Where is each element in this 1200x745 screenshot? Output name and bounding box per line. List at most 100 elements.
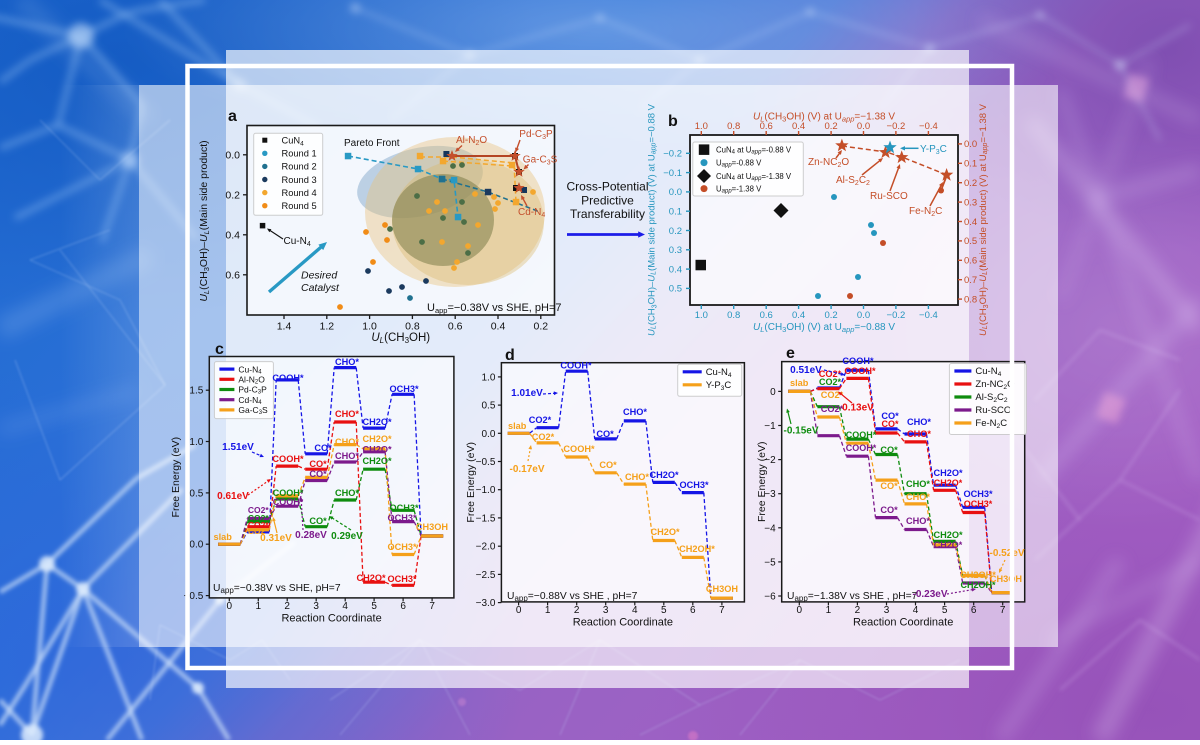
svg-text:Cu-N4: Cu-N4: [284, 236, 311, 248]
svg-text:CH2OH*: CH2OH*: [960, 580, 996, 590]
svg-text:Ga-C3S: Ga-C3S: [523, 155, 558, 167]
svg-text:0.2: 0.2: [824, 310, 837, 321]
svg-text:CHO*: CHO*: [335, 357, 359, 367]
svg-text:CO2*: CO2*: [532, 432, 555, 442]
svg-text:0: 0: [797, 605, 803, 616]
svg-text:OCH3*: OCH3*: [389, 384, 419, 394]
svg-text:Catalyst: Catalyst: [301, 282, 340, 294]
svg-text:CHO*: CHO*: [906, 516, 930, 526]
svg-text:−0.5: −0.5: [184, 591, 204, 602]
svg-text:0.5: 0.5: [481, 401, 495, 412]
svg-text:CO*: CO*: [881, 411, 899, 421]
svg-text:CH2O*: CH2O*: [362, 445, 392, 455]
svg-text:UL(CH3OH) (V) at Uapp=−0.88 V: UL(CH3OH) (V) at Uapp=−0.88 V: [753, 322, 895, 334]
svg-text:6: 6: [971, 605, 977, 616]
svg-text:3: 3: [313, 601, 319, 612]
svg-text:1.0: 1.0: [189, 437, 203, 448]
svg-text:CO*: CO*: [880, 481, 898, 491]
svg-text:0.29eV: 0.29eV: [331, 531, 363, 542]
svg-text:OCH3*: OCH3*: [387, 542, 417, 552]
svg-text:0.6: 0.6: [964, 256, 977, 267]
svg-text:1: 1: [545, 605, 551, 616]
svg-text:COOH*: COOH*: [272, 373, 304, 383]
svg-text:CH2O*: CH2O*: [934, 478, 963, 488]
svg-text:0.7: 0.7: [964, 275, 977, 286]
svg-text:4: 4: [342, 601, 348, 612]
svg-text:6: 6: [690, 605, 696, 616]
svg-text:CO2*: CO2*: [248, 520, 269, 530]
svg-text:d: d: [505, 347, 515, 364]
svg-text:Uapp=−0.38V vs SHE, pH=7: Uapp=−0.38V vs SHE, pH=7: [213, 583, 341, 595]
svg-text:0.2: 0.2: [964, 178, 977, 189]
svg-text:Al-S2C2: Al-S2C2: [836, 175, 870, 187]
svg-text:0.4: 0.4: [491, 321, 506, 333]
svg-text:CO2*: CO2*: [821, 390, 844, 400]
svg-text:Cu-N4: Cu-N4: [238, 364, 262, 375]
svg-text:0.0: 0.0: [857, 310, 870, 321]
svg-text:slab: slab: [790, 378, 809, 388]
svg-text:0.4: 0.4: [964, 217, 977, 228]
svg-text:CH2O*: CH2O*: [933, 530, 963, 540]
svg-text:CO2*: CO2*: [248, 513, 269, 523]
svg-text:CHO*: CHO*: [335, 437, 359, 447]
svg-text:0.5: 0.5: [964, 236, 977, 247]
svg-text:0.61eV: 0.61eV: [217, 491, 249, 502]
svg-text:6: 6: [400, 601, 406, 612]
svg-text:Reaction Coordinate: Reaction Coordinate: [853, 617, 953, 629]
svg-text:CHO*: CHO*: [625, 472, 649, 482]
svg-text:OCH3*: OCH3*: [679, 480, 709, 490]
svg-text:Cd-N4: Cd-N4: [518, 207, 545, 219]
svg-text:−2.5: −2.5: [476, 570, 496, 581]
svg-text:Transferability: Transferability: [570, 207, 645, 221]
svg-text:−0.4: −0.4: [919, 310, 938, 321]
svg-text:−0.2: −0.2: [887, 310, 906, 321]
svg-text:1.0: 1.0: [362, 321, 377, 333]
svg-text:Ru-SCO: Ru-SCO: [870, 191, 908, 202]
svg-text:0.28eV: 0.28eV: [295, 530, 327, 541]
svg-text:OCH3*: OCH3*: [389, 503, 419, 513]
svg-text:CO2*: CO2*: [248, 526, 269, 536]
svg-text:CO*: CO*: [309, 459, 327, 469]
svg-text:-0.15eV: -0.15eV: [783, 426, 818, 437]
svg-text:Zn-NC2O: Zn-NC2O: [808, 157, 849, 169]
svg-text:Round 5: Round 5: [282, 201, 317, 211]
svg-text:CO*: CO*: [881, 419, 899, 429]
svg-text:CO2*: CO2*: [819, 377, 842, 387]
svg-text:1.4: 1.4: [277, 321, 292, 333]
svg-text:CHO*: CHO*: [906, 479, 930, 489]
svg-text:1.2: 1.2: [319, 321, 334, 333]
svg-text:0.0: 0.0: [481, 429, 495, 440]
svg-text:-0.17eV: -0.17eV: [509, 464, 544, 475]
svg-text:−1: −1: [764, 421, 776, 432]
svg-text:OCH3*: OCH3*: [387, 574, 417, 584]
svg-text:0.2: 0.2: [533, 321, 548, 333]
svg-text:CH3OH: CH3OH: [706, 584, 739, 594]
svg-text:0.2: 0.2: [669, 226, 682, 237]
svg-text:CH2O*: CH2O*: [934, 540, 963, 550]
svg-text:CO*: CO*: [599, 460, 617, 470]
svg-text:COOH*: COOH*: [563, 444, 595, 454]
svg-text:0.31eV: 0.31eV: [260, 533, 292, 544]
svg-text:slab: slab: [508, 421, 527, 431]
svg-text:−4: −4: [764, 523, 776, 534]
svg-text:Uapp=−0.88V vs SHE , pH=7: Uapp=−0.88V vs SHE , pH=7: [507, 591, 638, 603]
svg-text:UL(CH3OH) (V) at Uapp=−1.38 V: UL(CH3OH) (V) at Uapp=−1.38 V: [753, 112, 895, 124]
svg-text:CH2O*: CH2O*: [362, 434, 392, 444]
svg-text:Reaction Coordinate: Reaction Coordinate: [281, 613, 381, 625]
svg-text:0.5: 0.5: [189, 488, 203, 499]
svg-text:CH3OH: CH3OH: [990, 574, 1023, 584]
svg-text:1: 1: [826, 605, 832, 616]
svg-text:CH2O*: CH2O*: [356, 573, 386, 583]
svg-text:OCH3*: OCH3*: [963, 489, 993, 499]
svg-text:CHO*: CHO*: [335, 409, 359, 419]
svg-text:0.8: 0.8: [964, 294, 977, 305]
svg-text:−0.1: −0.1: [663, 168, 682, 179]
svg-text:0.2: 0.2: [824, 121, 837, 132]
svg-text:OCH3*: OCH3*: [964, 499, 993, 509]
svg-text:CuN4 at Uapp=-1.38 V: CuN4 at Uapp=-1.38 V: [716, 172, 792, 182]
svg-text:−0.2: −0.2: [663, 149, 682, 160]
svg-text:CO*: CO*: [880, 445, 898, 455]
svg-text:CHO*: CHO*: [623, 407, 647, 417]
svg-text:1.51eV: 1.51eV: [222, 442, 254, 453]
svg-text:CHO*: CHO*: [335, 451, 359, 461]
